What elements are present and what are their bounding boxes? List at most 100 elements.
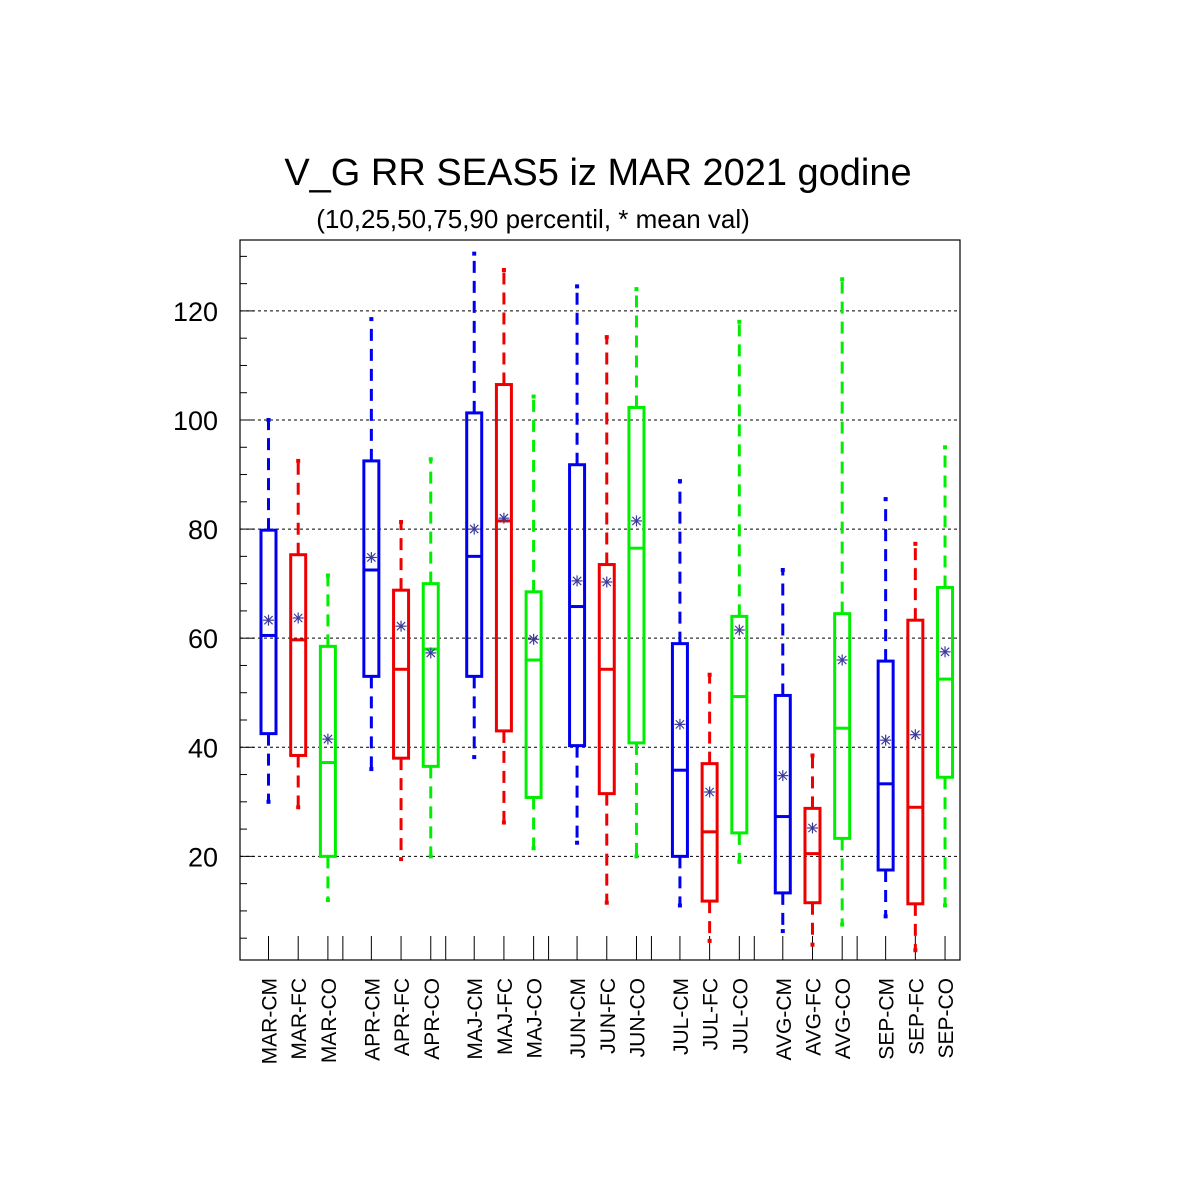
iqr-box (627, 405, 646, 745)
y-tick-label: 60 (188, 624, 218, 654)
mean-marker (365, 551, 377, 563)
iqr-box (803, 806, 822, 905)
box-sep-cm (876, 497, 895, 919)
x-tick-label: MAR-FC (288, 978, 311, 1060)
iqr-box (494, 383, 513, 733)
chart-subtitle: (10,25,50,75,90 percentil, * mean val) (316, 204, 750, 234)
iqr-box (259, 528, 278, 736)
mean-marker (880, 734, 892, 746)
mean-stroke (734, 625, 744, 635)
mean-stroke (675, 719, 685, 729)
mean-stroke (631, 516, 642, 526)
mean-marker (630, 515, 642, 527)
iqr-box (465, 411, 484, 678)
box-apr-co (421, 457, 440, 859)
y-tick-label: 80 (188, 515, 218, 545)
mean-marker (674, 718, 686, 730)
box-mar-co (318, 573, 337, 902)
x-tick-label: AVG-CM (773, 978, 796, 1060)
mean-marker (263, 614, 274, 626)
x-tick-label: JUN-CO (626, 978, 649, 1057)
iqr-box (318, 644, 337, 858)
box-apr-cm (362, 317, 381, 772)
mean-marker (322, 733, 334, 745)
mean-marker (733, 624, 745, 636)
mean-stroke (778, 771, 788, 781)
box-jul-co (730, 319, 749, 864)
mean-marker (939, 646, 951, 658)
iqr-box (524, 590, 543, 799)
iqr-box (773, 693, 792, 895)
mean-marker (571, 575, 583, 587)
mean-stroke (469, 524, 479, 534)
iqr-box (730, 614, 749, 835)
mean-stroke (499, 513, 509, 523)
iqr-box (936, 585, 955, 779)
iqr-box (289, 553, 308, 757)
box-mar-fc (289, 458, 308, 810)
iqr-box (876, 659, 895, 872)
mean-marker (836, 654, 848, 666)
box-avg-cm (773, 568, 792, 934)
x-tick-label: MAJ-CO (524, 978, 547, 1059)
y-tick-label: 100 (173, 406, 218, 436)
box-jun-fc (597, 335, 616, 905)
mean-stroke (529, 634, 539, 644)
x-tick-label: MAR-CO (318, 978, 341, 1063)
mean-stroke (910, 730, 920, 740)
mean-stroke (837, 655, 847, 665)
mean-stroke (705, 787, 715, 797)
x-tick-label: JUN-CM (567, 978, 590, 1058)
box-maj-fc (494, 268, 513, 825)
x-tick-label: AVG-FC (802, 978, 825, 1056)
chart-title: V_G RR SEAS5 iz MAR 2021 godine (284, 152, 911, 194)
x-tick-label: JUL-CM (670, 978, 693, 1055)
box-avg-co (833, 277, 852, 927)
mean-marker (806, 822, 818, 834)
x-tick-label: JUN-FC (597, 978, 620, 1054)
y-tick-label: 40 (188, 733, 218, 763)
x-tick-label: SEP-FC (905, 978, 928, 1055)
mean-stroke (426, 648, 436, 658)
x-axis: MAR-CM MAR-FC MAR-CO APR-CM APR-FC APR-CO MAJ-… (259, 936, 958, 1064)
box-jun-co (627, 287, 646, 859)
x-tick-label: APR-FC (391, 978, 414, 1056)
iqr-box (906, 618, 925, 906)
x-tick-label: AVG-CO (832, 978, 855, 1059)
x-tick-label: APR-CM (361, 978, 384, 1061)
mean-stroke (572, 576, 582, 586)
box-jun-cm (568, 284, 587, 845)
mean-stroke (263, 615, 274, 625)
box-jul-cm (670, 479, 689, 908)
mean-marker (468, 523, 480, 535)
mean-marker (704, 786, 716, 798)
iqr-box (833, 612, 852, 840)
y-tick-label: 20 (188, 842, 218, 872)
mean-marker (777, 770, 789, 782)
mean-stroke (807, 823, 818, 833)
y-tick-label: 120 (173, 297, 218, 327)
box-jul-fc (700, 672, 719, 943)
box-avg-fc (803, 753, 822, 947)
x-tick-label: MAR-CM (259, 978, 282, 1064)
mean-marker (601, 576, 613, 588)
mean-stroke (323, 734, 333, 744)
box-maj-co (524, 394, 543, 851)
x-tick-label: SEP-CO (935, 978, 958, 1059)
plot-frame (239, 239, 961, 961)
mean-marker (909, 729, 921, 741)
mean-stroke (293, 613, 303, 623)
y-axis: 20 40 60 80 100 120 (173, 255, 254, 939)
box-sep-co (936, 445, 955, 908)
mean-stroke (396, 621, 406, 631)
mean-stroke (940, 647, 950, 657)
iqr-box (421, 582, 440, 768)
x-tick-label: JUL-CO (729, 978, 752, 1054)
x-tick-label: JUL-FC (700, 978, 723, 1050)
mean-stroke (602, 577, 612, 587)
mean-stroke (881, 735, 891, 745)
box-apr-fc (392, 520, 411, 862)
mean-stroke (366, 552, 376, 563)
mean-marker (528, 633, 540, 645)
